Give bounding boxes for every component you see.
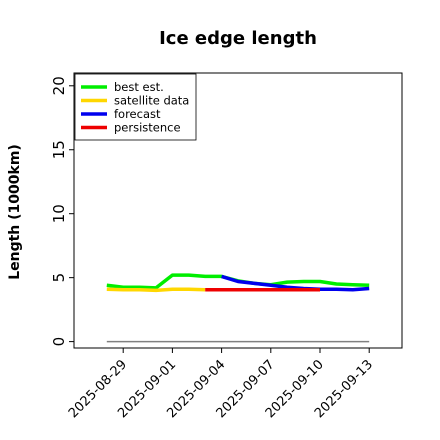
plot-frame [73, 72, 403, 349]
y-tick-label: 20 [50, 76, 68, 95]
legend-label: persistence [114, 121, 181, 135]
y-tick-label: 5 [50, 273, 68, 283]
chart-title: Ice edge length [159, 28, 317, 49]
legend-label: forecast [114, 107, 161, 121]
series-layer [106, 273, 370, 293]
series-line-forecast [221, 274, 370, 292]
y-tick-label: 15 [50, 140, 68, 159]
y-tick-label: 10 [50, 204, 68, 223]
legend-label: best est. [114, 80, 164, 94]
y-axis: 0 5 10 15 20 [50, 76, 74, 346]
x-axis: 2025-08-292025-09-012025-09-042025-09-07… [66, 348, 376, 421]
legend-label: satellite data [114, 94, 189, 108]
y-tick-label: 0 [50, 337, 68, 347]
series-line-satellite-data [106, 287, 206, 293]
legend-box [74, 73, 197, 141]
y-axis-label: Length (1000km) [7, 144, 23, 280]
legend: best est.satellite dataforecastpersisten… [74, 73, 197, 141]
